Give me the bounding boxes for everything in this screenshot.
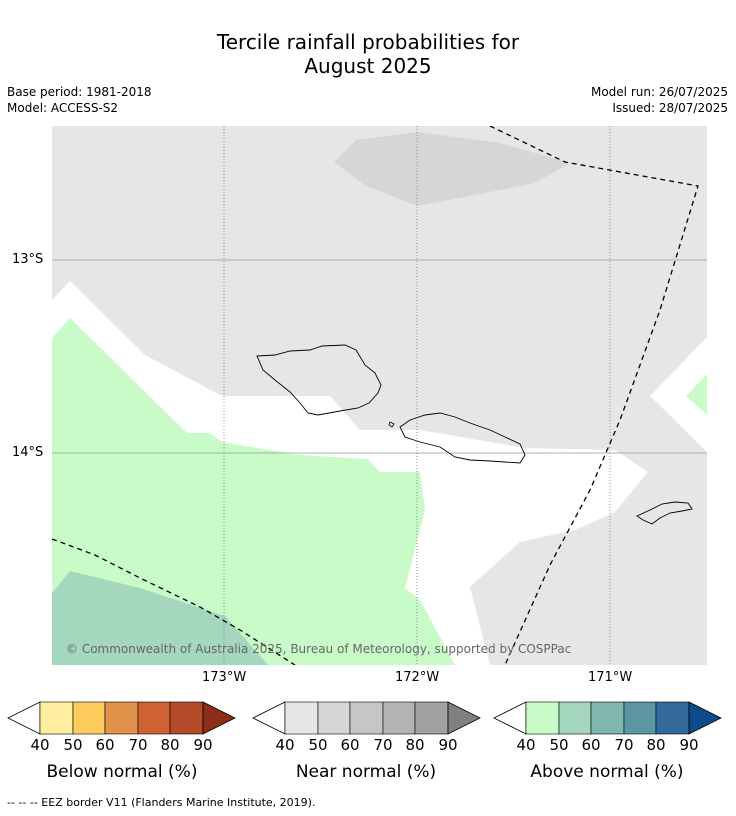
cbar-below-tick: 70 (128, 736, 148, 754)
cbar-below-tick: 50 (63, 736, 83, 754)
cbar-below-seg-3 (104, 701, 139, 735)
cbar-near-tick: 50 (308, 736, 328, 754)
cbar-above-tick: 90 (679, 736, 699, 754)
map-area: © Commonwealth of Australia 2025, Bureau… (52, 126, 707, 665)
cbar-above-seg-3 (590, 701, 625, 735)
model-name: Model: ACCESS-S2 (7, 101, 119, 115)
lon-label-173w: 173°W (202, 670, 247, 685)
near-normal-50-patch (334, 132, 570, 206)
eez-border-northeast (489, 126, 699, 665)
lon-label-172w: 172°W (395, 670, 440, 685)
above-normal-40-50-region (52, 318, 455, 665)
model-run: Model run: 26/07/2025 (590, 85, 728, 99)
cbar-above-seg-2 (558, 701, 592, 735)
cbar-near-under-arrow (252, 701, 286, 735)
title-line-1: Tercile rainfall probabilities for (216, 30, 520, 54)
colorbar-near (252, 701, 481, 735)
cbar-near-seg-4 (382, 701, 416, 735)
cbar-below-seg-4 (137, 701, 171, 735)
cbar-below-tick: 90 (193, 736, 213, 754)
above-normal-patch-right (686, 374, 707, 415)
cbar-above-under-arrow (493, 701, 527, 735)
eez-footnote: -- -- -- EEZ border V11 (Flanders Marine… (7, 796, 316, 809)
small-islet (388, 421, 395, 428)
cbar-near-tick: 80 (405, 736, 425, 754)
cbar-near-seg-2 (317, 701, 351, 735)
issued-date: Issued: 28/07/2025 (612, 101, 728, 115)
cbar-above-tick: 70 (614, 736, 634, 754)
cbar-above-tick: 60 (581, 736, 601, 754)
copyright-text: © Commonwealth of Australia 2025, Bureau… (66, 642, 571, 656)
cbar-above-seg-4 (623, 701, 657, 735)
cbar-above-over-arrow (688, 701, 722, 735)
upolu-island (399, 412, 526, 464)
eez-border-southwest (52, 538, 296, 665)
above-normal-50-60-region (52, 571, 268, 665)
cbar-near-over-arrow (447, 701, 481, 735)
cbar-above-seg-5 (655, 701, 690, 735)
cbar-near-seg-3 (349, 701, 384, 735)
map-title: Tercile rainfall probabilities for Augus… (0, 30, 736, 78)
white-wedge-right (650, 337, 707, 452)
cbar-below-seg-1 (39, 701, 74, 735)
cbar-near-seg-1 (284, 701, 319, 735)
cbar-below-tick: 40 (30, 736, 50, 754)
colorbar-above (493, 701, 722, 735)
cbar-above-tick: 50 (549, 736, 569, 754)
cbar-above-tick: 80 (646, 736, 666, 754)
cbar-near-seg-5 (414, 701, 449, 735)
cbar-near-label: Near normal (%) (295, 762, 437, 782)
cbar-above-tick: 40 (516, 736, 536, 754)
lon-label-171w: 171°W (588, 670, 633, 685)
colorbar-below (7, 701, 236, 735)
cbar-below-label: Below normal (%) (46, 762, 198, 782)
cbar-near-tick: 60 (340, 736, 360, 754)
cbar-below-tick: 80 (160, 736, 180, 754)
cbar-above-label: Above normal (%) (530, 762, 684, 782)
meta-left: Base period: 1981-2018 Model: ACCESS-S2 (7, 84, 152, 116)
lat-label-14s: 14°S (12, 445, 44, 460)
cbar-above-seg-1 (525, 701, 560, 735)
cbar-below-seg-5 (169, 701, 204, 735)
cbar-below-seg-2 (72, 701, 106, 735)
tutuila-island (636, 501, 693, 525)
savaii-island (256, 344, 382, 416)
base-period: Base period: 1981-2018 (7, 85, 152, 99)
cbar-below-tick: 60 (95, 736, 115, 754)
cbar-near-tick: 90 (438, 736, 458, 754)
cbar-below-over-arrow (202, 701, 236, 735)
lat-label-13s: 13°S (12, 252, 44, 267)
cbar-near-tick: 70 (373, 736, 393, 754)
cbar-below-under-arrow (7, 701, 41, 735)
title-line-2: August 2025 (304, 54, 432, 78)
meta-right: Model run: 26/07/2025 Issued: 28/07/2025 (591, 84, 728, 116)
cbar-near-tick: 40 (275, 736, 295, 754)
